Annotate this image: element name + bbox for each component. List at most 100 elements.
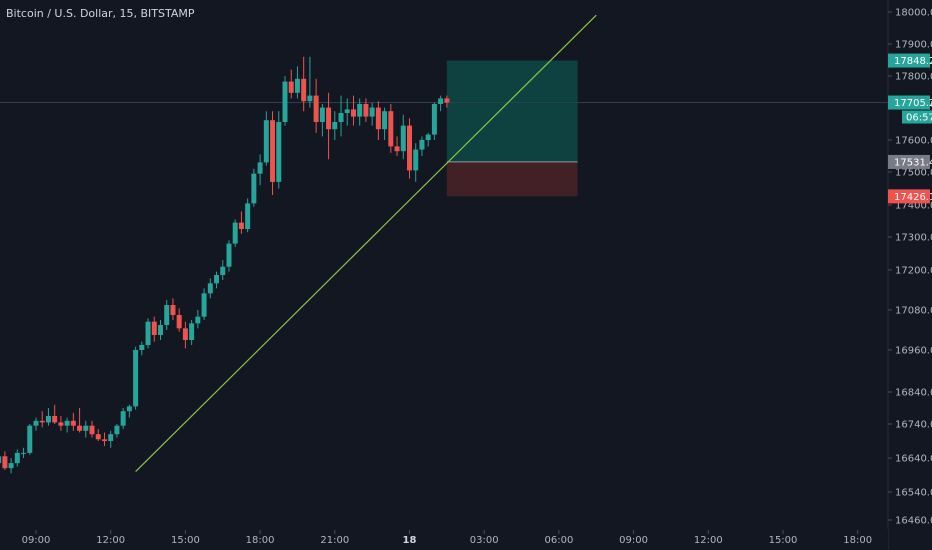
candle — [145, 318, 151, 349]
position-zones[interactable] — [446, 60, 578, 197]
candle — [21, 447, 27, 458]
candle — [251, 168, 257, 207]
candle-body — [344, 109, 350, 113]
candle — [133, 346, 139, 410]
candle-body — [114, 425, 120, 435]
candle — [307, 56, 313, 108]
candle — [220, 260, 226, 280]
candle — [195, 310, 201, 329]
y-tick-label: 17080.00 — [895, 306, 932, 317]
candle — [182, 321, 188, 349]
candle-body — [164, 305, 170, 325]
candle — [438, 95, 444, 112]
candle-body — [108, 434, 114, 441]
y-tick-label: 16640.00 — [895, 454, 932, 465]
candle — [8, 458, 14, 474]
candle-body — [133, 350, 139, 407]
current-price-label: 17705.27 — [888, 95, 932, 110]
candle-body — [83, 425, 89, 431]
y-tick-label: 17800.00 — [895, 72, 932, 83]
candle-body — [52, 416, 58, 423]
candle — [139, 341, 145, 356]
y-tick-label: 16740.00 — [895, 420, 932, 431]
candle-body — [182, 328, 188, 340]
candle — [425, 132, 431, 147]
candle-body — [425, 134, 431, 140]
candle — [263, 111, 269, 166]
candle-body — [101, 439, 107, 441]
y-tick-label: 16540.00 — [895, 488, 932, 499]
candle — [313, 78, 319, 133]
candle-body — [400, 125, 406, 152]
candle-body — [139, 345, 145, 350]
candle-body — [189, 323, 195, 340]
candle-body — [45, 416, 51, 423]
stop-zone[interactable] — [446, 161, 578, 197]
target-zone[interactable] — [446, 60, 578, 162]
entry-price-label-bg — [888, 154, 930, 169]
candle-body — [369, 107, 375, 117]
candle-body — [270, 120, 276, 182]
candle — [319, 104, 325, 137]
candle — [294, 66, 300, 99]
candle — [375, 101, 381, 140]
candle — [357, 98, 363, 126]
trendline[interactable] — [135, 14, 597, 473]
candle-body — [438, 98, 444, 104]
candle — [276, 111, 282, 189]
candle-body — [21, 452, 27, 454]
candle — [189, 320, 195, 345]
candle — [114, 424, 120, 438]
candle — [226, 240, 232, 272]
candle-body — [176, 315, 182, 329]
y-tick-label: 16460.00 — [895, 516, 932, 527]
candle — [170, 298, 176, 320]
price-axis-bg — [888, 0, 932, 550]
countdown-label: 06:57 — [902, 110, 932, 124]
candle — [301, 56, 307, 112]
candle — [27, 424, 33, 455]
candle — [232, 219, 238, 247]
trendline-layer[interactable] — [135, 14, 597, 473]
candle-body — [363, 104, 369, 117]
candle — [338, 95, 344, 137]
x-tick-label: 12:00 — [694, 535, 723, 546]
candle-body — [245, 203, 251, 229]
candle — [332, 111, 338, 140]
candle — [164, 300, 170, 330]
candle — [33, 417, 39, 431]
candle — [207, 278, 213, 299]
entry-price-label-text: 17531.45 — [894, 157, 932, 168]
candle — [350, 95, 356, 126]
x-tick-label: 15:00 — [171, 535, 200, 546]
candle-body — [14, 452, 20, 464]
candle-body — [126, 406, 132, 412]
candle-body — [207, 283, 213, 294]
candle — [95, 429, 101, 441]
x-tick-label: 09:00 — [22, 535, 51, 546]
candle-body — [257, 162, 263, 174]
price-labels: 17848.20 17705.27 06:57 17531.45 17426.14 — [888, 53, 932, 204]
candle — [120, 408, 126, 430]
candle-body — [288, 81, 294, 93]
y-tick-label: 17600.00 — [895, 136, 932, 147]
candle-body — [232, 222, 238, 244]
candle — [413, 143, 419, 182]
candle — [326, 92, 332, 160]
candles — [0, 56, 450, 474]
candle — [77, 408, 83, 433]
candle — [126, 404, 132, 418]
x-tick-label: 09:00 — [619, 535, 648, 546]
candle-body — [95, 434, 101, 440]
x-tick-label: 12:00 — [96, 535, 125, 546]
price-axis[interactable]: 18000.0017900.0017800.0017700.0017600.00… — [887, 0, 932, 550]
candle — [419, 136, 425, 156]
candle — [101, 432, 107, 447]
candle-body — [332, 122, 338, 130]
x-tick-label: 18 — [403, 535, 417, 546]
candle-body — [419, 140, 425, 150]
candle-body — [263, 120, 269, 163]
y-tick-label: 16960.00 — [895, 346, 932, 357]
time-axis[interactable]: 09:00 12:00 15:00 18:00 21:00 18 03:00 06:00 09:… — [0, 529, 888, 550]
